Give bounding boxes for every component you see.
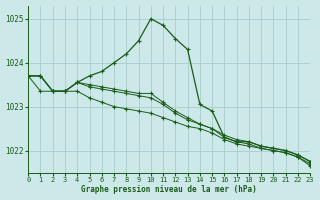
X-axis label: Graphe pression niveau de la mer (hPa): Graphe pression niveau de la mer (hPa) bbox=[81, 185, 257, 194]
